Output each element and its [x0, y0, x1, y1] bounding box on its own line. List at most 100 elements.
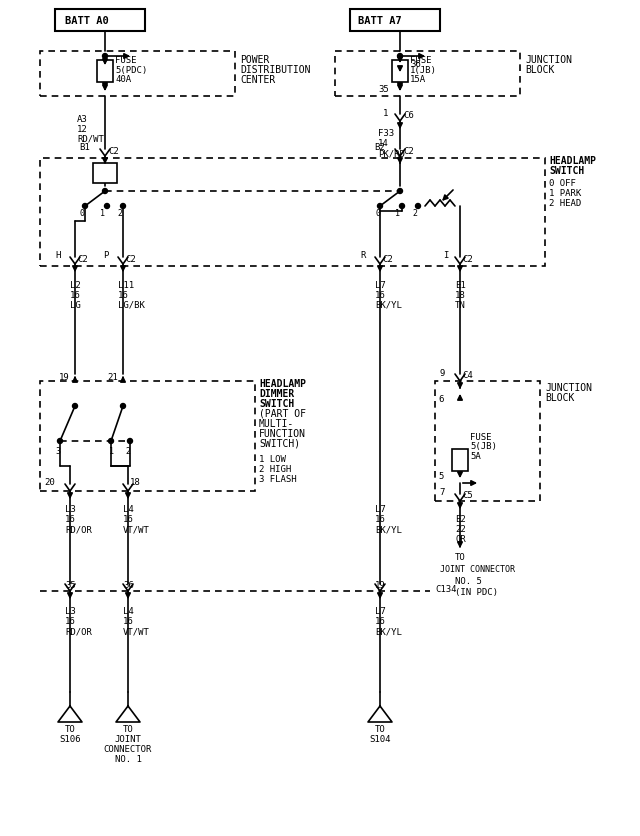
Text: 35: 35	[378, 84, 388, 94]
Text: HEADLAMP: HEADLAMP	[549, 155, 596, 166]
Text: SWITCH): SWITCH)	[259, 438, 300, 448]
Text: L4: L4	[123, 505, 134, 514]
Text: 3 FLASH: 3 FLASH	[259, 475, 296, 484]
Text: 3: 3	[55, 447, 60, 456]
Text: R: R	[360, 251, 366, 260]
Bar	[452, 450, 468, 472]
Text: 16: 16	[123, 617, 134, 626]
Text: 40A: 40A	[115, 75, 131, 84]
Text: 2: 2	[412, 209, 417, 218]
Text: POWER: POWER	[240, 55, 269, 65]
Text: PK/RD: PK/RD	[378, 150, 405, 158]
Text: MULTI-: MULTI-	[259, 419, 294, 429]
Text: L7: L7	[375, 505, 386, 514]
Text: 20: 20	[44, 478, 55, 487]
Text: LG: LG	[70, 300, 81, 309]
Circle shape	[415, 204, 420, 209]
Text: LG/BK: LG/BK	[118, 300, 145, 309]
Text: 2 HIGH: 2 HIGH	[259, 465, 291, 474]
Text: BLOCK: BLOCK	[545, 393, 574, 402]
Text: NO. 5: NO. 5	[455, 577, 482, 586]
Text: JOINT: JOINT	[115, 734, 141, 743]
Text: S106: S106	[60, 734, 81, 743]
Text: S104: S104	[369, 734, 391, 743]
Text: RD/WT: RD/WT	[77, 135, 104, 143]
Text: 1 PARK: 1 PARK	[549, 188, 581, 197]
Polygon shape	[368, 706, 392, 722]
Text: E2: E2	[455, 515, 466, 524]
Text: OR: OR	[455, 535, 466, 544]
Text: BATT A7: BATT A7	[358, 16, 402, 26]
Text: 5(PDC): 5(PDC)	[115, 65, 147, 74]
Text: 16: 16	[70, 290, 81, 299]
Text: C134: C134	[435, 584, 456, 593]
Text: 16: 16	[375, 515, 386, 524]
Bar	[93, 164, 117, 184]
Text: 18: 18	[130, 478, 141, 487]
Text: TO: TO	[123, 724, 133, 733]
Text: C2: C2	[125, 254, 136, 263]
Text: L3: L3	[65, 505, 76, 514]
Text: C2: C2	[108, 146, 119, 155]
Text: 16: 16	[65, 617, 76, 626]
Text: RD/OR: RD/OR	[65, 525, 92, 534]
Text: BK/YL: BK/YL	[375, 525, 402, 534]
Text: 15A: 15A	[410, 75, 426, 84]
Text: C2: C2	[382, 254, 393, 263]
Text: 21: 21	[108, 372, 118, 381]
Text: 18: 18	[455, 290, 466, 299]
Text: 16: 16	[375, 617, 386, 626]
Circle shape	[120, 404, 125, 409]
Circle shape	[109, 439, 113, 444]
Text: L4: L4	[123, 607, 134, 616]
Text: 16: 16	[118, 290, 129, 299]
Bar	[97, 61, 113, 83]
Text: L3: L3	[65, 607, 76, 616]
Text: 1: 1	[395, 209, 400, 218]
Text: 0 OFF: 0 OFF	[549, 178, 576, 187]
Text: C2: C2	[403, 146, 413, 155]
Text: 12: 12	[77, 125, 88, 133]
Text: BLOCK: BLOCK	[525, 65, 554, 75]
Text: C6: C6	[403, 111, 413, 120]
Text: 0: 0	[80, 209, 85, 218]
Circle shape	[397, 54, 403, 59]
Text: (IN PDC): (IN PDC)	[455, 587, 498, 596]
Text: 16: 16	[375, 290, 386, 299]
Circle shape	[58, 439, 63, 444]
Text: 6: 6	[438, 395, 444, 404]
Text: C2: C2	[77, 254, 88, 263]
Text: 1: 1	[109, 447, 114, 456]
Bar	[335, 52, 520, 97]
Text: CENTER: CENTER	[240, 75, 275, 85]
Text: L7: L7	[375, 280, 386, 289]
Text: 14: 14	[378, 140, 388, 148]
Text: L11: L11	[118, 280, 134, 289]
Text: CONNECTOR: CONNECTOR	[104, 744, 152, 753]
Text: 36: 36	[410, 59, 420, 69]
Text: B2: B2	[374, 143, 385, 152]
Text: TN: TN	[455, 300, 466, 309]
Circle shape	[72, 404, 77, 409]
Text: L2: L2	[70, 280, 81, 289]
Text: BK/YL: BK/YL	[375, 627, 402, 635]
Text: 1: 1	[383, 109, 388, 117]
Text: FUSE: FUSE	[115, 55, 136, 64]
Circle shape	[104, 204, 109, 209]
Text: (PART OF: (PART OF	[259, 409, 306, 419]
Text: C4: C4	[462, 371, 473, 380]
Text: TO: TO	[65, 724, 76, 733]
Text: BK/YL: BK/YL	[375, 300, 402, 309]
Text: 1 LOW: 1 LOW	[259, 455, 286, 464]
Text: H: H	[56, 251, 61, 260]
Text: 16: 16	[65, 515, 76, 524]
Text: 36: 36	[123, 581, 134, 589]
Text: JUNCTION: JUNCTION	[545, 383, 592, 393]
Bar	[435, 381, 540, 502]
Text: HEADLAMP: HEADLAMP	[259, 379, 306, 389]
Bar	[350, 10, 440, 32]
Text: 19: 19	[375, 581, 386, 589]
Text: 2 HEAD: 2 HEAD	[549, 198, 581, 207]
Text: I: I	[443, 251, 448, 260]
Circle shape	[102, 54, 108, 59]
